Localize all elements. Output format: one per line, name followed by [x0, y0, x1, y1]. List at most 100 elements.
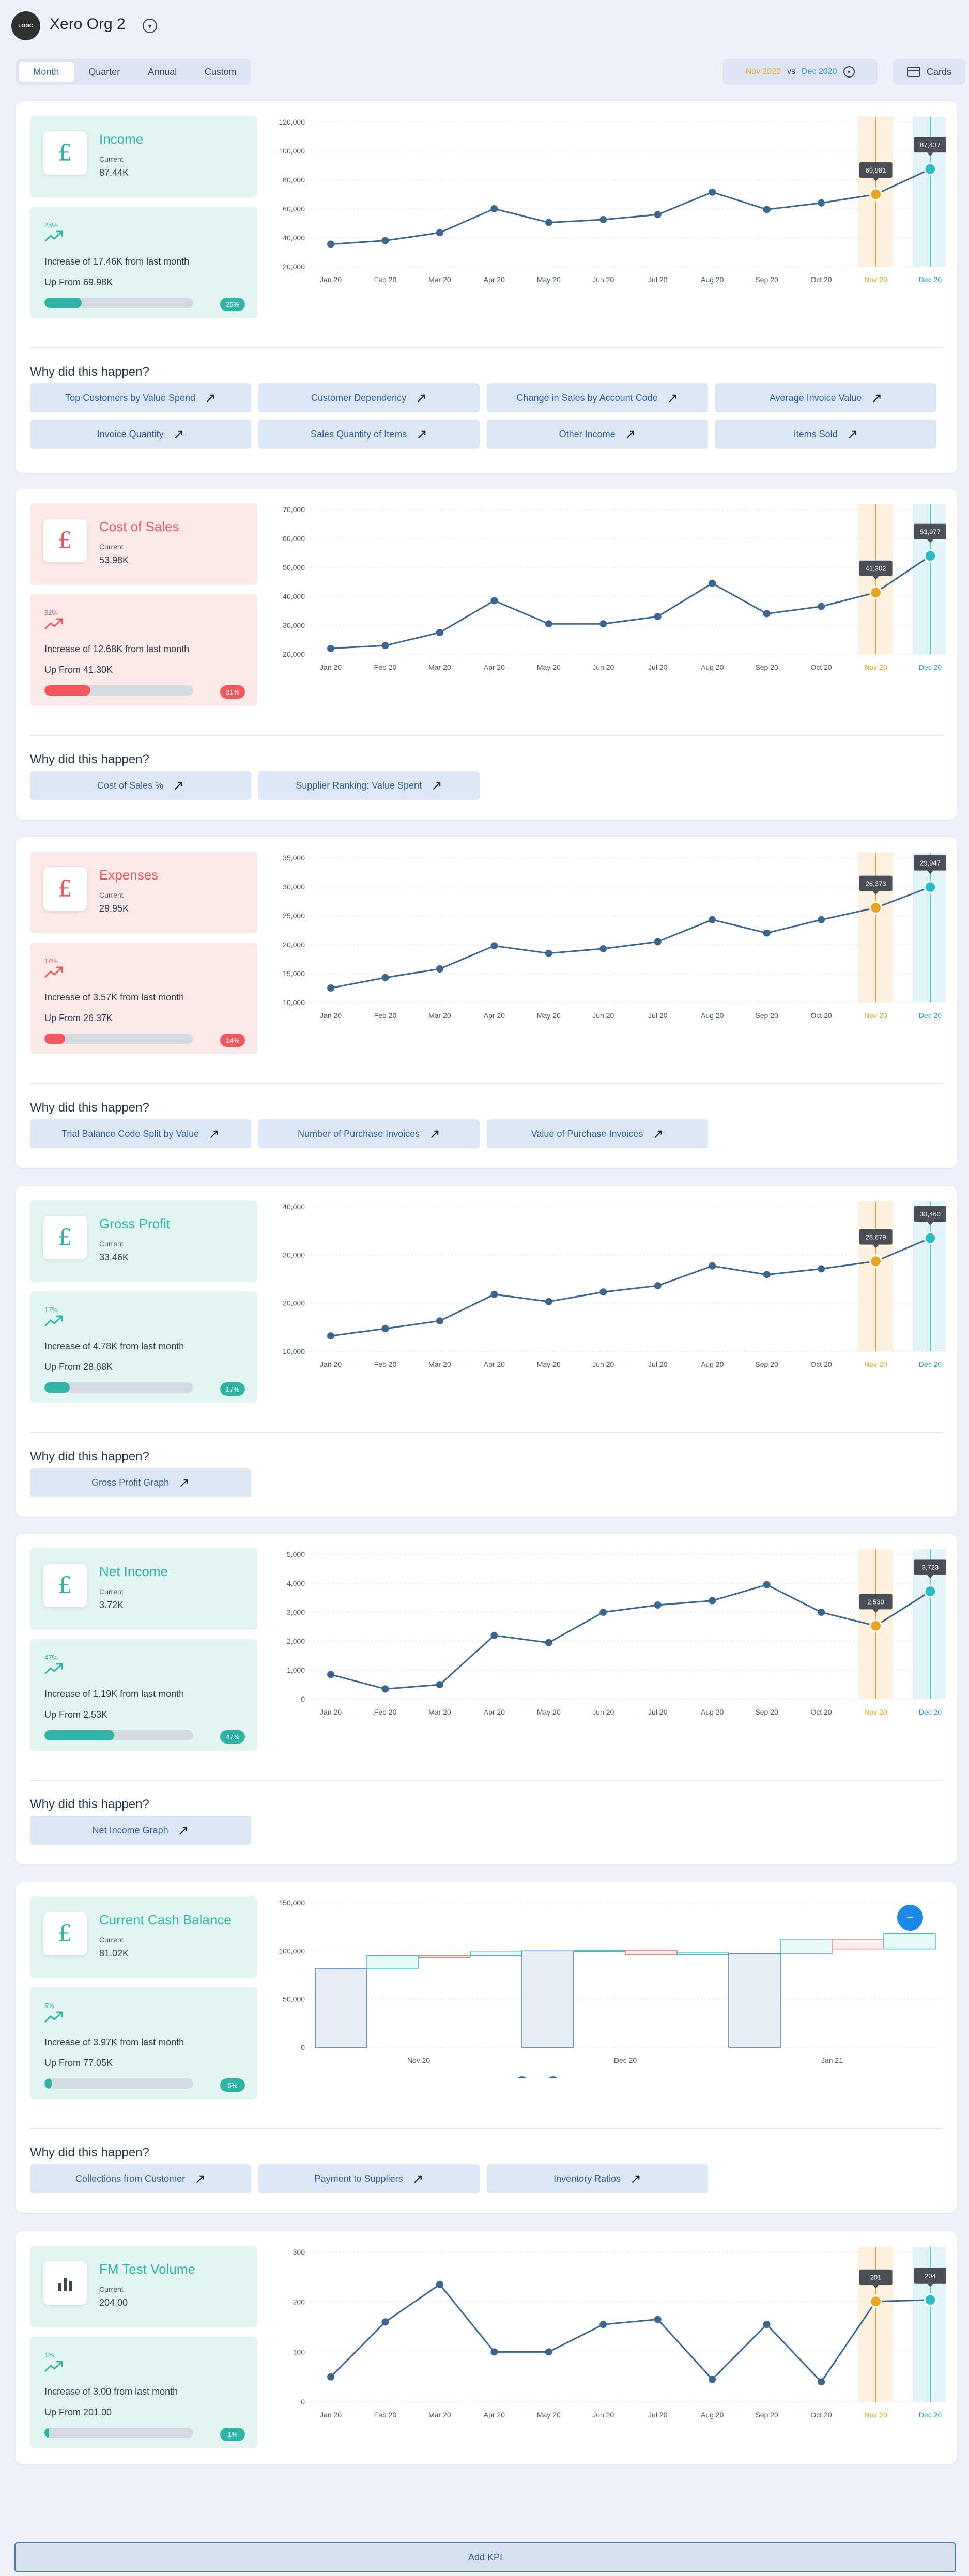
x-tick-label: Feb 20	[374, 2411, 397, 2419]
data-point	[709, 916, 716, 923]
x-tick-label: Mar 20	[428, 1011, 451, 1020]
value-tooltip: 33,460	[914, 1206, 947, 1226]
pound-icon: £	[43, 867, 87, 911]
current-value-card[interactable]: £ Net Income Current 3.72K	[30, 1548, 257, 1630]
tab-annual[interactable]: Annual	[148, 66, 177, 77]
data-point	[869, 586, 883, 599]
reason-label: Cost of Sales %	[97, 780, 164, 791]
chevron-down-icon[interactable]: ▾	[143, 19, 157, 33]
current-value-card[interactable]: £ Current Cash Balance Current 81.02K	[30, 1896, 257, 1978]
org-name[interactable]: Xero Org 2	[50, 16, 126, 33]
data-point	[599, 2321, 607, 2328]
section-divider	[30, 2128, 943, 2129]
kpi-chart: 10,000 15,000 20,000 25,000 30,000 35,000 Jan …	[274, 847, 948, 1036]
y-tick-label: 1,000	[287, 1666, 305, 1674]
y-tick-label: 3,000	[287, 1608, 305, 1616]
data-point	[545, 1639, 552, 1646]
data-point	[763, 929, 771, 937]
cards-label: Cards	[926, 66, 951, 77]
current-value-card[interactable]: £ Expenses Current 29.95K	[30, 852, 257, 933]
reason-label: Other Income	[559, 428, 616, 439]
change-card: 1% Increase of 3.00 from last month Up Fro…	[30, 2337, 257, 2448]
reason-link[interactable]: Supplier Ranking: Value Spent ↗	[258, 771, 480, 800]
reason-link[interactable]: Number of Purchase Invoices ↗	[258, 1119, 480, 1148]
change-card: 25% Increase of 17.46K from last month Up …	[30, 207, 257, 318]
x-tick-label: Dec 20	[919, 663, 942, 671]
x-tick-label: Nov 20	[864, 1360, 887, 1368]
add-kpi-button[interactable]: Add KPI	[14, 2542, 956, 2572]
current-value: 33.46K	[99, 1252, 129, 1262]
current-value-card[interactable]: FM Test Volume Current 204.00	[30, 2246, 257, 2327]
x-tick-label: Apr 20	[484, 663, 505, 671]
tooltip-value: 33,460	[920, 1210, 941, 1218]
current-value-card[interactable]: £ Income Current 87.44K	[30, 116, 257, 197]
current-value-card[interactable]: £ Gross Profit Current 33.46K	[30, 1200, 257, 1282]
reason-link[interactable]: Trial Balance Code Split by Value ↗	[30, 1119, 251, 1148]
reason-link[interactable]: Net Income Graph ↗	[30, 1816, 251, 1845]
x-tick-label: Aug 20	[701, 1360, 724, 1368]
reason-label: Top Customers by Value Spend	[65, 392, 195, 403]
reason-link[interactable]: Average Invoice Value ↗	[715, 383, 936, 412]
current-value-card[interactable]: £ Cost of Sales Current 53.98K	[30, 503, 257, 585]
pound-icon: £	[43, 1564, 87, 1607]
data-point	[599, 216, 607, 223]
reason-link[interactable]: Change in Sales by Account Code ↗	[487, 383, 708, 412]
zoom-out-button[interactable]: −	[897, 1905, 923, 1931]
data-point	[709, 1597, 716, 1605]
reason-link[interactable]: Inventory Ratios ↗	[487, 2164, 708, 2193]
waterfall-bar	[366, 1955, 419, 1969]
trending-up-icon	[44, 229, 65, 243]
reason-label: Invoice Quantity	[97, 428, 164, 439]
reason-link[interactable]: Sales Quantity of Items ↗	[258, 420, 480, 449]
change-card: 17% Increase of 4.78K from last month Up F…	[30, 1291, 257, 1403]
value-tooltip: 2,530	[859, 1594, 893, 1613]
data-point	[924, 162, 937, 176]
tab-month[interactable]: Month	[19, 62, 74, 82]
waterfall-bar	[625, 1950, 678, 1955]
section-divider	[30, 1083, 943, 1084]
increase-text: Increase of 17.46K from last month	[44, 256, 190, 267]
up-from-text: Up From 201.00	[44, 2407, 112, 2417]
x-tick-label: Sep 20	[755, 1360, 778, 1368]
y-tick-label: 200	[293, 2298, 305, 2306]
arrow-up-right-icon: ↗	[667, 390, 679, 406]
up-from-text: Up From 41.30K	[44, 665, 113, 675]
data-point	[381, 642, 389, 650]
current-label: Current	[99, 1240, 124, 1248]
org-logo[interactable]: LOGO	[11, 11, 40, 40]
data-point	[327, 240, 334, 248]
reason-link[interactable]: Top Customers by Value Spend ↗	[30, 383, 251, 412]
y-tick-label: 20,000	[283, 940, 305, 949]
change-percent: 25%	[44, 221, 58, 229]
change-card: 14% Increase of 3.57K from last month Up F…	[30, 943, 257, 1054]
tab-quarter[interactable]: Quarter	[88, 66, 120, 77]
reason-link[interactable]: Gross Profit Graph ↗	[30, 1468, 251, 1497]
data-point	[436, 1317, 443, 1325]
reason-link[interactable]: Other Income ↗	[487, 420, 708, 449]
x-tick-label: Jul 20	[648, 2411, 668, 2419]
period-compare-select[interactable]: Nov 2020 vs Dec 2020 ▾	[722, 59, 878, 85]
value-tooltip: 26,373	[859, 875, 893, 895]
reason-link[interactable]: Payment to Suppliers ↗	[258, 2164, 480, 2193]
data-point	[818, 916, 825, 923]
x-tick-label: May 20	[537, 1011, 561, 1020]
change-percent: 17%	[44, 1306, 58, 1314]
why-title: Why did this happen?	[30, 752, 149, 766]
cards-view-button[interactable]: Cards	[893, 59, 965, 85]
reason-link[interactable]: Invoice Quantity ↗	[30, 420, 251, 449]
data-point	[869, 1619, 883, 1632]
y-tick-label: 150,000	[279, 1899, 305, 1907]
reason-link[interactable]: Value of Purchase Invoices ↗	[487, 1119, 708, 1148]
period-tabs: Month Quarter Annual Custom	[16, 59, 251, 85]
reason-label: Change in Sales by Account Code	[516, 392, 658, 403]
data-point	[763, 206, 771, 213]
data-point	[869, 1255, 883, 1268]
reason-link[interactable]: Cost of Sales % ↗	[30, 771, 251, 800]
y-tick-label: 60,000	[283, 534, 305, 543]
x-tick-label: Oct 20	[810, 1708, 832, 1716]
reason-link[interactable]: Items Sold ↗	[715, 420, 936, 449]
reason-link[interactable]: Collections from Customer ↗	[30, 2164, 251, 2193]
reason-link[interactable]: Customer Dependency ↗	[258, 383, 480, 412]
tab-custom[interactable]: Custom	[204, 66, 237, 77]
x-tick-label: Apr 20	[484, 1360, 505, 1368]
